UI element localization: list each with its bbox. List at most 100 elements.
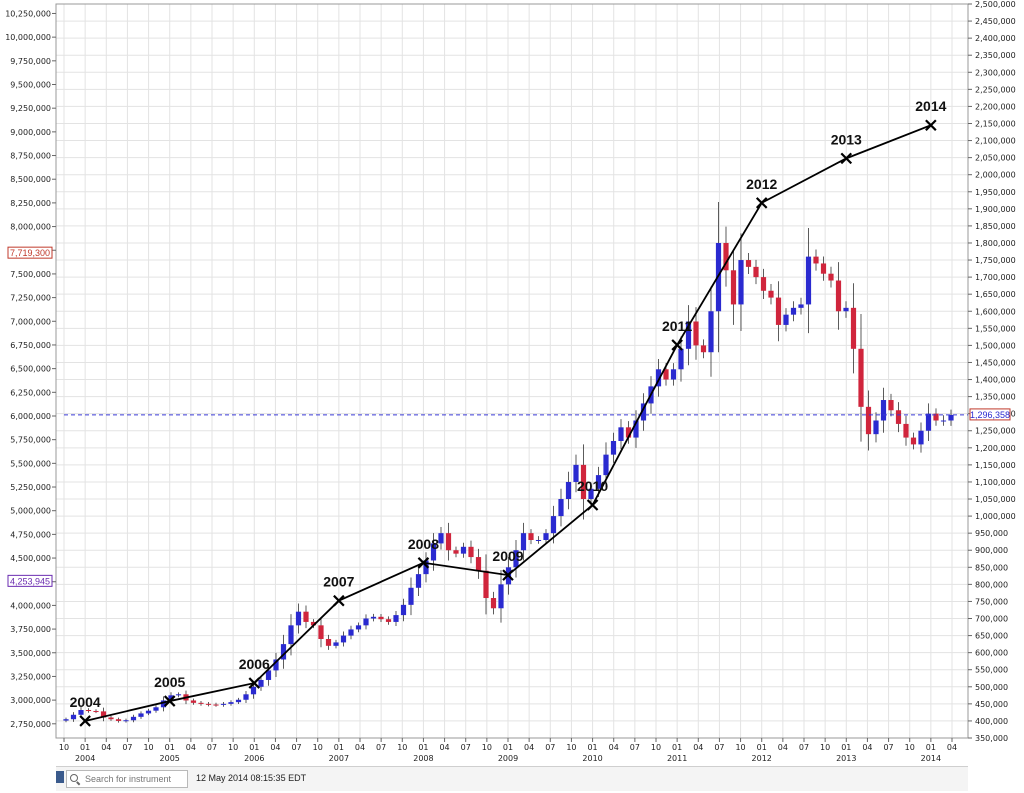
candle-body [273, 659, 279, 671]
x-month-label: 01 [841, 743, 851, 752]
candle-body [160, 700, 167, 708]
candle-body [258, 679, 264, 687]
candle-body [63, 719, 69, 721]
x-month-label: 01 [587, 743, 597, 752]
candle-body [318, 625, 324, 639]
candle-body [910, 437, 917, 445]
left-tick-label: 6,500,000 [10, 365, 51, 374]
timestamp: 12 May 2014 08:15:35 EDT [196, 773, 307, 783]
candle-body [363, 618, 369, 626]
candle-body [820, 263, 827, 274]
candle-body [333, 642, 339, 646]
candle-body [453, 550, 459, 554]
candle-body [858, 348, 864, 407]
right-tick-label: 1,550,000 [975, 324, 1016, 333]
candle-body [123, 720, 129, 722]
right-tick-label: 1,650,000 [975, 290, 1016, 299]
x-month-label: 07 [376, 743, 386, 752]
candle-body [558, 499, 564, 517]
candle-body [663, 369, 669, 380]
x-axis: 10 01 04 07 10 01 04 07 10 01 04 07 10 01 04 07 10 01 04 07… [59, 738, 957, 763]
annual-line-series: 2004 2005 2006 2007 2008 2009 2010 2011 2012 2013… [70, 98, 947, 727]
line-point-label: 2008 [408, 536, 439, 552]
search-box[interactable] [66, 770, 188, 788]
candle-body [385, 619, 392, 622]
x-month-label: 10 [651, 743, 661, 752]
candle-body [580, 464, 587, 500]
left-tick-label: 3,500,000 [10, 649, 51, 658]
candle-body [460, 546, 467, 554]
left-tick-label: 3,750,000 [10, 625, 51, 634]
candle-body [108, 717, 114, 720]
candle-body [100, 711, 107, 718]
x-marker [671, 339, 683, 351]
left-tick-label: 10,000,000 [5, 33, 51, 42]
line-point-label: 2010 [577, 478, 608, 494]
x-month-label: 04 [693, 743, 703, 752]
x-month-label: 01 [926, 743, 936, 752]
right-tick-label: 1,500,000 [975, 341, 1016, 350]
candle-body [325, 638, 332, 646]
x-marker [502, 569, 514, 581]
line-point-label: 2009 [492, 548, 523, 564]
left-tick-label: 8,500,000 [10, 175, 51, 184]
right-tick-label: 2,200,000 [975, 102, 1016, 111]
left-tick-label: 8,750,000 [10, 152, 51, 161]
last-price-label: 1,296,358 [970, 410, 1010, 420]
right-tick-label: 2,100,000 [975, 137, 1016, 146]
right-tick-label: 1,600,000 [975, 307, 1016, 316]
left-tick-label: 5,500,000 [10, 459, 51, 468]
candle-body [723, 242, 729, 271]
left-tick-label: 5,750,000 [10, 436, 51, 445]
candle-body [925, 413, 932, 431]
candle-body [438, 533, 444, 544]
candle-body [198, 702, 204, 704]
x-year-label: 2009 [498, 754, 518, 763]
candle-body [888, 400, 894, 411]
last-price-line: 1,296,358 [64, 408, 1011, 421]
left-tick-label: 7,500,000 [10, 270, 51, 279]
right-tick-label: 2,350,000 [975, 51, 1016, 60]
left-tick-label: 6,250,000 [10, 388, 51, 397]
candle-body [918, 430, 924, 445]
x-year-label: 2011 [667, 754, 687, 763]
right-tick-label: 1,800,000 [975, 239, 1016, 248]
left-tick-label: 3,250,000 [10, 672, 51, 681]
x-marker [840, 152, 853, 165]
right-tick-label: 700,000 [975, 615, 1008, 624]
x-month-label: 10 [566, 743, 576, 752]
menu-icon[interactable] [56, 771, 64, 783]
right-tick-label: 2,300,000 [975, 68, 1016, 77]
candle-body [378, 616, 384, 620]
x-month-label: 01 [418, 743, 428, 752]
right-tick-label: 900,000 [975, 546, 1008, 555]
search-input[interactable] [83, 773, 187, 785]
status-bar: 12 May 2014 08:15:35 EDT [56, 766, 968, 791]
x-month-label: 10 [820, 743, 830, 752]
candle-body [783, 314, 789, 325]
right-tick-label: 2,250,000 [975, 85, 1016, 94]
x-year-label: 2012 [752, 754, 772, 763]
candle-body [408, 587, 414, 605]
right-tick-label: 500,000 [975, 683, 1008, 692]
candle-body [115, 719, 122, 721]
right-tick-label: 350,000 [975, 734, 1008, 743]
candle-body [745, 260, 752, 267]
x-marker [755, 197, 768, 209]
candle-body [640, 403, 647, 421]
x-month-label: 07 [122, 743, 132, 752]
candle-body [573, 464, 579, 482]
candle-body [175, 694, 182, 696]
candle-body [400, 604, 407, 616]
candle-body [835, 280, 842, 312]
x-month-label: 07 [545, 743, 555, 752]
candle-body [340, 635, 347, 643]
candle-body [205, 703, 212, 705]
left-tick-label: 6,000,000 [10, 412, 51, 421]
left-tick-label: 10,250,000 [5, 9, 51, 18]
x-month-label: 07 [207, 743, 217, 752]
right-tick-label: 1,050,000 [975, 495, 1016, 504]
candle-body [805, 256, 812, 305]
x-month-label: 10 [735, 743, 745, 752]
candle-body [265, 670, 272, 680]
